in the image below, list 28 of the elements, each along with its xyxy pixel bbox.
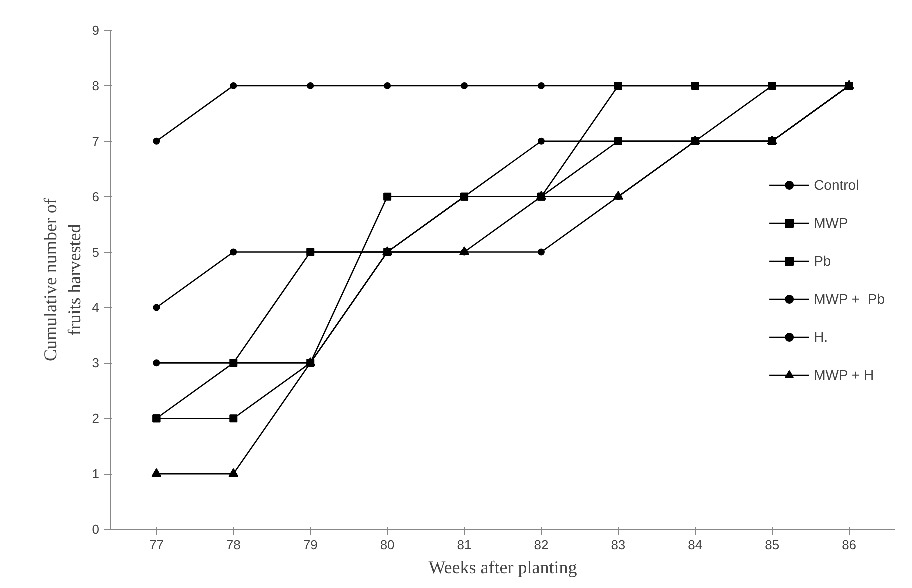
y-tick-label: 7 — [92, 134, 100, 149]
legend-label: MWP + Pb — [814, 290, 885, 306]
x-tick-label: 77 — [149, 538, 164, 552]
y-tick-label: 9 — [92, 23, 100, 38]
x-tick-label: 85 — [765, 538, 780, 552]
y-tick-label: 8 — [92, 78, 100, 94]
y-axis-title: Cumulative number of fruits harvested — [40, 198, 84, 362]
y-tick-label: 2 — [92, 411, 100, 426]
legend-label: MWP + H — [814, 366, 874, 382]
x-axis-title: Weeks after planting — [428, 558, 578, 578]
legend-label: H. — [814, 328, 830, 344]
legend-label: Control — [814, 176, 860, 192]
legend-label: Pb — [814, 252, 832, 268]
x-tick-label: 84 — [688, 538, 703, 552]
x-tick-label: 80 — [380, 538, 395, 552]
x-tick-label: 78 — [226, 538, 241, 552]
legend-label: MWP — [814, 214, 848, 230]
x-tick-label: 79 — [303, 538, 318, 552]
y-tick-label: 0 — [92, 522, 100, 537]
y-tick-label: 3 — [92, 356, 100, 371]
y-tick-label: 5 — [92, 244, 100, 260]
x-tick-label: 86 — [842, 538, 857, 552]
y-tick-label: 6 — [92, 189, 100, 204]
y-tick-label: 1 — [92, 466, 100, 482]
x-tick-label: 82 — [534, 538, 549, 552]
x-tick-label: 81 — [457, 538, 472, 552]
y-tick-label: 4 — [92, 300, 100, 316]
x-tick-label: 83 — [611, 538, 626, 552]
